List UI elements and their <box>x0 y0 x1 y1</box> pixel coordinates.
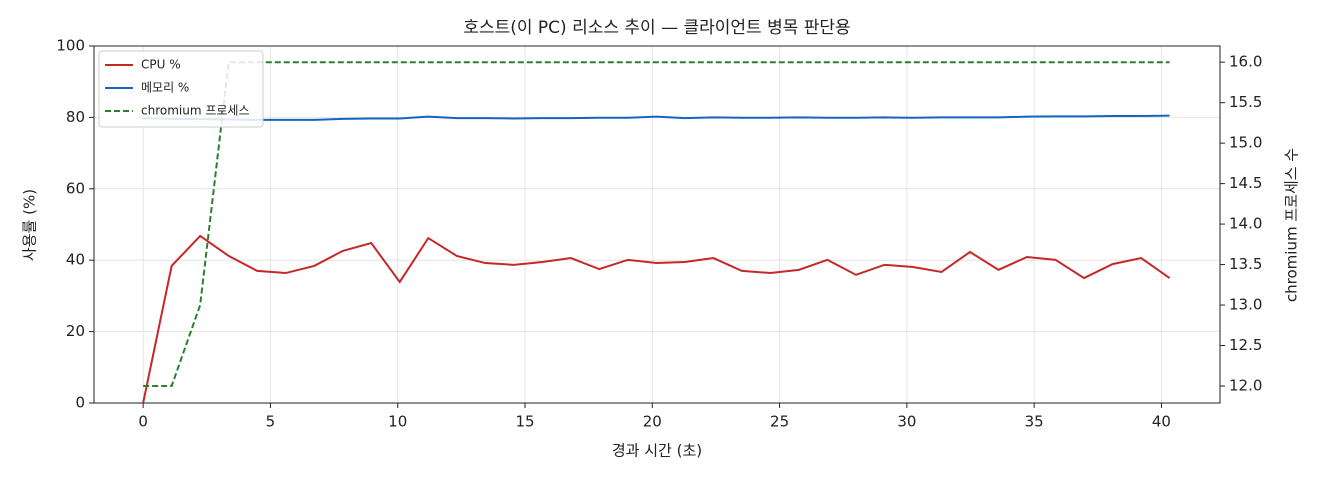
y-tick-label: 100 <box>56 37 85 55</box>
y-tick-label: 40 <box>66 251 85 269</box>
y2-tick-label: 15.0 <box>1229 134 1262 152</box>
plot-frame <box>93 45 1221 404</box>
y-axis-label: 사용률 (%) <box>21 189 39 261</box>
x-tick-label: 0 <box>138 413 148 431</box>
y-tick-label: 0 <box>75 394 85 412</box>
y-tick-label: 20 <box>66 322 85 340</box>
series-line <box>142 234 1171 404</box>
y2-tick-label: 14.5 <box>1229 174 1262 192</box>
x-tick-label: 35 <box>1025 413 1044 431</box>
y2-tick-label: 13.0 <box>1229 296 1262 314</box>
legend-label: CPU % <box>141 58 181 72</box>
x-tick-label: 25 <box>770 413 789 431</box>
chart-title: 호스트(이 PC) 리소스 추이 — 클라이언트 병목 판단용 <box>463 18 850 38</box>
y-tick-label: 80 <box>66 108 85 126</box>
x-tick-label: 30 <box>897 413 916 431</box>
legend-box <box>98 50 264 128</box>
series-line <box>143 114 1170 121</box>
x-tick-label: 15 <box>515 413 534 431</box>
x-tick-label: 5 <box>266 413 276 431</box>
x-axis-label: 경과 시간 (초) <box>612 442 702 460</box>
y2-tick-label: 13.5 <box>1229 255 1262 273</box>
x-tick-label: 40 <box>1152 413 1171 431</box>
y2-tick-label: 12.5 <box>1229 336 1262 354</box>
legend-label: chromium 프로세스 <box>141 104 250 118</box>
x-tick-label: 20 <box>643 413 662 431</box>
y2-tick-label: 14.0 <box>1229 215 1262 233</box>
y-tick-label: 60 <box>66 179 85 197</box>
y2-tick-label: 16.0 <box>1229 53 1262 71</box>
y2-tick-label: 12.0 <box>1229 377 1262 395</box>
legend-label: 메모리 % <box>141 81 189 95</box>
series-line <box>143 61 1170 387</box>
y2-tick-label: 15.5 <box>1229 93 1262 111</box>
x-tick-label: 10 <box>388 413 407 431</box>
y2-axis-label: chromium 프로세스 수 <box>1283 148 1301 302</box>
